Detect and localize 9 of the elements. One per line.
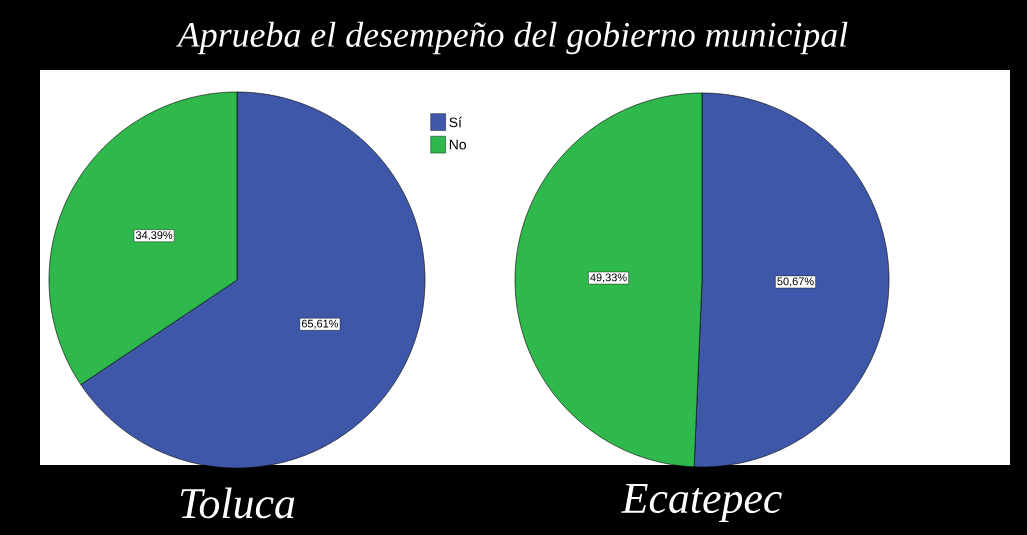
chart-title: Aprueba el desempeño del gobierno municipal <box>175 21 848 55</box>
slice-label: Ecatepec <box>621 483 782 523</box>
data-label: 50,67% <box>777 277 814 287</box>
legend-label: No <box>449 139 466 150</box>
data-label: 34,39% <box>135 231 173 241</box>
slice-label: Toluca <box>181 487 295 519</box>
data-label: 49,33% <box>590 273 627 283</box>
data-label: 65,61% <box>301 319 339 329</box>
legend-label: Sí <box>449 116 462 128</box>
